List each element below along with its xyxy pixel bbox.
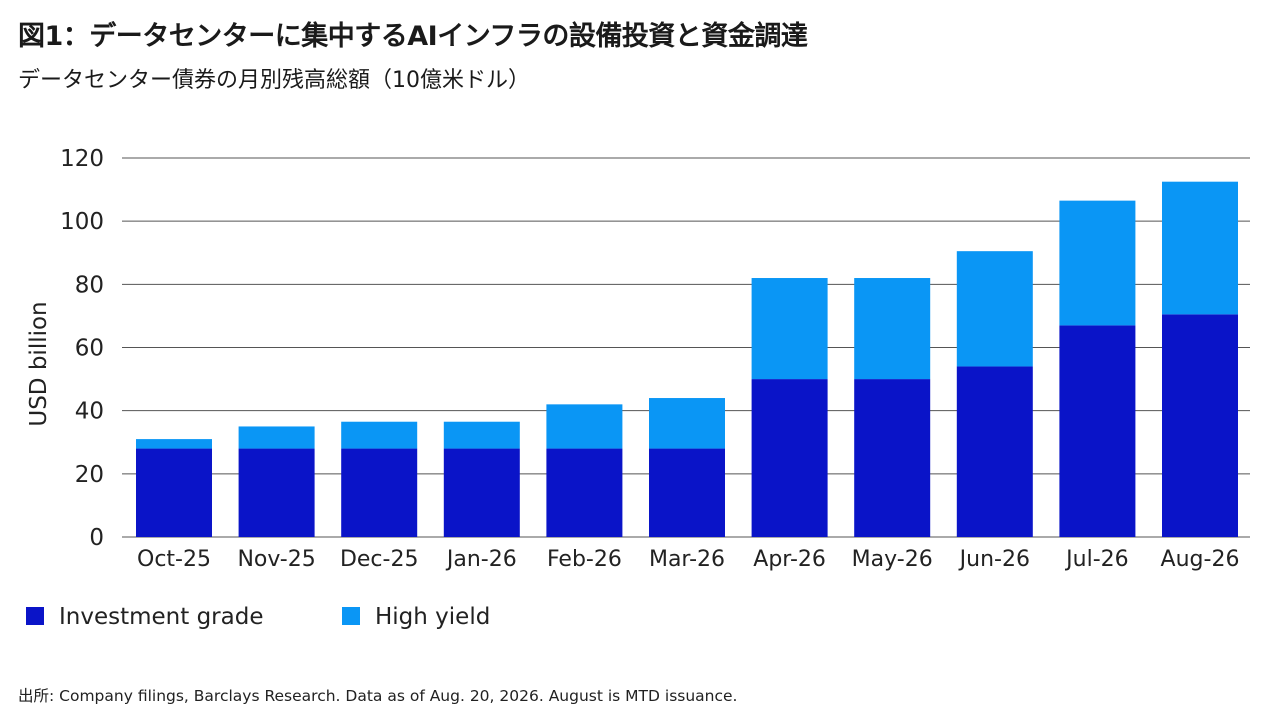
x-tick-label: Oct-25 — [137, 547, 211, 572]
bar-investment-grade — [443, 448, 520, 537]
legend-swatch — [342, 607, 360, 625]
source-note: 出所: Company filings, Barclays Research. … — [18, 687, 738, 705]
x-tick-label: Jan-26 — [445, 547, 517, 572]
bar-high-yield — [751, 278, 828, 380]
legend-label: High yield — [375, 604, 490, 630]
x-tick-label: Dec-25 — [340, 547, 419, 572]
y-axis-label: USD billion — [26, 301, 52, 426]
bar-investment-grade — [341, 448, 418, 537]
bar-high-yield — [443, 421, 520, 449]
bar-investment-grade — [649, 448, 725, 537]
bar-high-yield — [1162, 181, 1238, 315]
bars — [136, 181, 1238, 537]
bar-high-yield — [649, 398, 725, 449]
x-tick-label: Mar-26 — [649, 547, 725, 572]
legend: Investment grade High yield — [26, 604, 490, 630]
y-tick-labels: 0 20 40 60 80 100 120 — [60, 146, 104, 551]
bar-high-yield — [956, 251, 1033, 367]
y-tick-label: 120 — [60, 146, 104, 172]
x-tick-label: May-26 — [852, 547, 933, 572]
bar-investment-grade — [1059, 325, 1136, 537]
bar-investment-grade — [956, 366, 1033, 537]
bar-investment-grade — [751, 379, 828, 537]
x-tick-label: Feb-26 — [547, 547, 622, 572]
x-tick-label: Jul-26 — [1064, 547, 1128, 572]
y-tick-label: 40 — [75, 399, 104, 425]
legend-swatch — [26, 607, 44, 625]
bar-high-yield — [341, 421, 418, 449]
y-tick-label: 80 — [75, 272, 104, 298]
bar-high-yield — [238, 426, 315, 449]
chart-subtitle: データセンター債券の月別残高総額（10億米ドル） — [18, 68, 530, 93]
bar-investment-grade — [1162, 314, 1238, 537]
bar-high-yield — [1059, 200, 1136, 326]
y-tick-label: 20 — [75, 462, 104, 488]
bar-high-yield — [136, 439, 212, 449]
chart-title: 図1：データセンターに集中するAIインフラの設備投資と資金調達 — [18, 21, 808, 52]
y-tick-label: 0 — [89, 525, 104, 551]
y-tick-label: 60 — [75, 336, 104, 362]
legend-label: Investment grade — [59, 604, 263, 630]
bar-investment-grade — [238, 448, 315, 537]
bar-investment-grade — [546, 448, 623, 537]
x-tick-label: Aug-26 — [1161, 547, 1240, 572]
bar-investment-grade — [136, 448, 212, 537]
y-tick-label: 100 — [60, 209, 104, 235]
bar-investment-grade — [854, 379, 931, 537]
bar-high-yield — [546, 404, 623, 449]
x-tick-label: Apr-26 — [753, 547, 826, 572]
x-tick-label: Jun-26 — [958, 547, 1030, 572]
bar-high-yield — [854, 278, 931, 380]
x-tick-labels: Oct-25 Nov-25 Dec-25 Jan-26 Feb-26 Mar-26 Apr-… — [137, 547, 1239, 572]
x-tick-label: Nov-25 — [237, 547, 315, 572]
